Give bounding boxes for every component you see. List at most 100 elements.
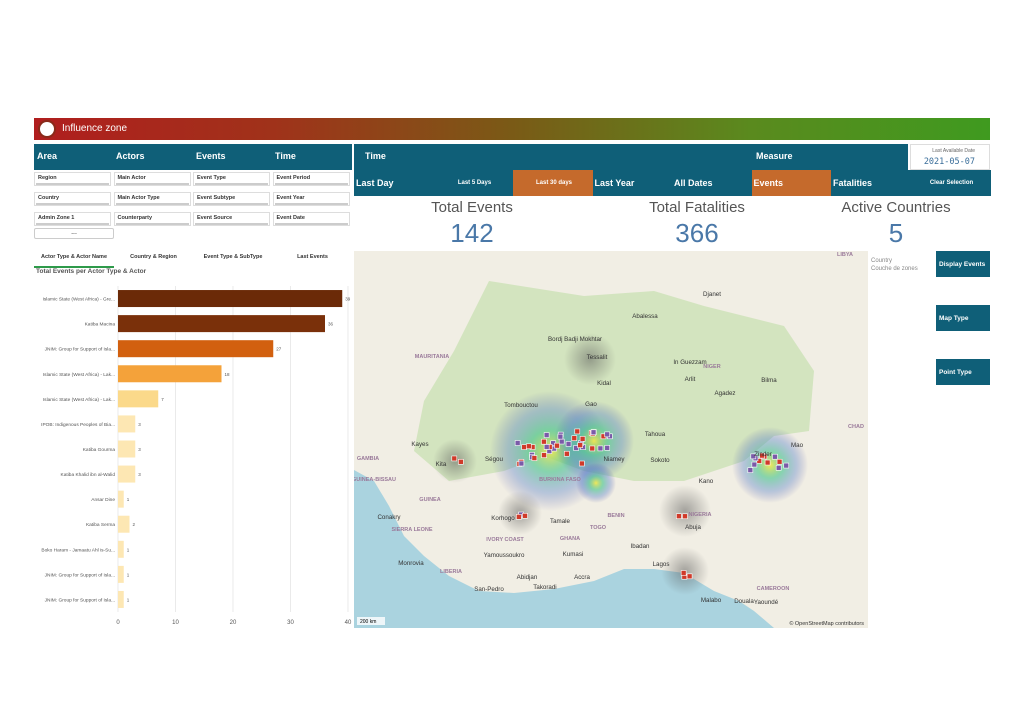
- heat-blob: [659, 485, 711, 537]
- bar: [118, 365, 222, 383]
- bar: [118, 565, 124, 583]
- chart-tab[interactable]: Country & Region: [130, 254, 177, 260]
- filter-box[interactable]: Event Type: [193, 172, 270, 186]
- event-marker: [783, 462, 790, 469]
- side-button[interactable]: Map Type: [936, 305, 990, 331]
- event-marker: [776, 458, 783, 465]
- side-button[interactable]: Point Type: [936, 359, 990, 385]
- bar: [118, 590, 124, 608]
- bar: [118, 415, 136, 433]
- x-tick-label: 30: [287, 620, 294, 626]
- filter-box[interactable]: Event Period: [272, 172, 350, 186]
- more-button[interactable]: ...: [34, 228, 114, 239]
- map-label: Djanet: [703, 291, 721, 298]
- map-label: NIGERIA: [689, 512, 712, 518]
- map-label: Kumasi: [563, 551, 584, 558]
- map-label: Tamale: [550, 518, 571, 525]
- time-button[interactable]: Fatalities: [831, 170, 911, 196]
- chart-tab[interactable]: Last Events: [297, 254, 328, 260]
- filter-box[interactable]: Event Subtype: [193, 192, 270, 206]
- time-button[interactable]: Events: [751, 170, 832, 196]
- filter-box[interactable]: Counterparty: [113, 212, 191, 226]
- y-tick-label: Islamic State (West Africa) - Lak...: [43, 372, 115, 378]
- filter-tab[interactable]: Area: [37, 151, 58, 161]
- map-label: Kano: [699, 478, 714, 485]
- map-label: LIBERIA: [440, 569, 462, 575]
- map-label: Takoradi: [533, 584, 556, 591]
- y-tick-label: Katiba Khalid ibn al-Walid: [61, 472, 116, 478]
- filter-box[interactable]: Admin Zone 1: [34, 212, 111, 226]
- time-button[interactable]: Last 5 Days: [433, 170, 514, 196]
- event-marker: [557, 433, 564, 440]
- event-marker: [521, 444, 528, 450]
- time-button[interactable]: Clear Selection: [910, 170, 991, 196]
- bar-chart: 0 10 20 30 40 Islamic State (West Africa) - G…: [41, 286, 352, 626]
- value-label: 1: [127, 497, 130, 502]
- measure-label[interactable]: Measure: [756, 151, 793, 161]
- time-measure-bar: [354, 144, 908, 170]
- value-label: 1: [127, 547, 130, 552]
- y-tick-label: Islamic State (West Africa) - Lak...: [43, 397, 115, 403]
- header-bar: Influence zone: [34, 118, 990, 140]
- value-label: 3: [138, 447, 141, 452]
- header-title: Influence zone: [62, 123, 128, 134]
- map-label: GHANA: [560, 536, 580, 542]
- value-label: 1: [127, 597, 130, 602]
- map-label: TOGO: [590, 525, 607, 531]
- time-label[interactable]: Time: [365, 151, 386, 161]
- event-marker: [574, 428, 581, 435]
- event-marker: [590, 429, 597, 436]
- map-label: Niamey: [604, 456, 626, 463]
- y-tick-label: Islamic State (West Africa) - Gre...: [43, 297, 115, 303]
- x-tick-label: 20: [230, 620, 237, 626]
- filter-tab[interactable]: Actors: [116, 151, 145, 161]
- event-marker: [531, 455, 538, 461]
- map-label: Ibadan: [631, 543, 650, 550]
- last-date-label: Last Available Date: [932, 148, 975, 154]
- filter-box[interactable]: Main Actor: [113, 172, 191, 186]
- filter-box[interactable]: Event Year: [272, 192, 350, 206]
- chart-tab[interactable]: Actor Type & Actor Name: [40, 254, 107, 260]
- map-label: Arlit: [685, 376, 696, 383]
- chart-tab[interactable]: Event Type & SubType: [203, 254, 263, 260]
- map-label: Douala: [734, 598, 754, 605]
- filter-box[interactable]: Event Date: [272, 212, 350, 226]
- event-marker: [571, 435, 578, 441]
- value-label: 27: [276, 347, 282, 352]
- filter-box[interactable]: Country: [34, 192, 111, 206]
- time-button[interactable]: Last 30 days: [513, 170, 593, 196]
- time-button[interactable]: All Dates: [672, 170, 752, 196]
- side-button[interactable]: Display Events: [936, 251, 990, 277]
- event-marker: [759, 452, 765, 459]
- value-label: 1: [127, 572, 130, 577]
- y-tick-label: JNIM: Group for Support of Isla...: [45, 572, 115, 578]
- value-label: 18: [225, 372, 231, 377]
- map-label: Accra: [574, 574, 590, 581]
- filter-tab[interactable]: Events: [196, 151, 226, 161]
- filter-box[interactable]: Main Actor Type: [113, 192, 191, 206]
- legend-country: Country: [871, 258, 893, 264]
- filter-box[interactable]: Region: [34, 172, 111, 186]
- map-label: San-Pedro: [474, 586, 504, 593]
- event-marker: [676, 513, 682, 519]
- y-tick-label: Ansar Dine: [91, 497, 115, 503]
- event-marker: [751, 461, 758, 468]
- value-label: 39: [345, 297, 351, 302]
- x-tick-label: 0: [116, 620, 120, 626]
- value-label: 7: [161, 397, 164, 402]
- event-marker: [682, 513, 688, 520]
- event-marker: [514, 440, 521, 446]
- map-label: Bordj Badji Mokhtar: [548, 336, 602, 343]
- kpi-value: 5: [888, 218, 904, 248]
- time-button[interactable]: Last Year: [592, 170, 673, 196]
- x-tick-label: 40: [345, 620, 352, 626]
- time-button[interactable]: Last Day: [354, 170, 434, 196]
- filter-box[interactable]: Event Source: [193, 212, 270, 226]
- map-label: GAMBIA: [357, 456, 379, 462]
- event-marker: [526, 443, 532, 450]
- map-label: Monrovia: [398, 560, 424, 567]
- map-label: CHAD: [848, 424, 864, 430]
- filter-tab[interactable]: Time: [275, 151, 296, 161]
- event-marker: [458, 459, 464, 465]
